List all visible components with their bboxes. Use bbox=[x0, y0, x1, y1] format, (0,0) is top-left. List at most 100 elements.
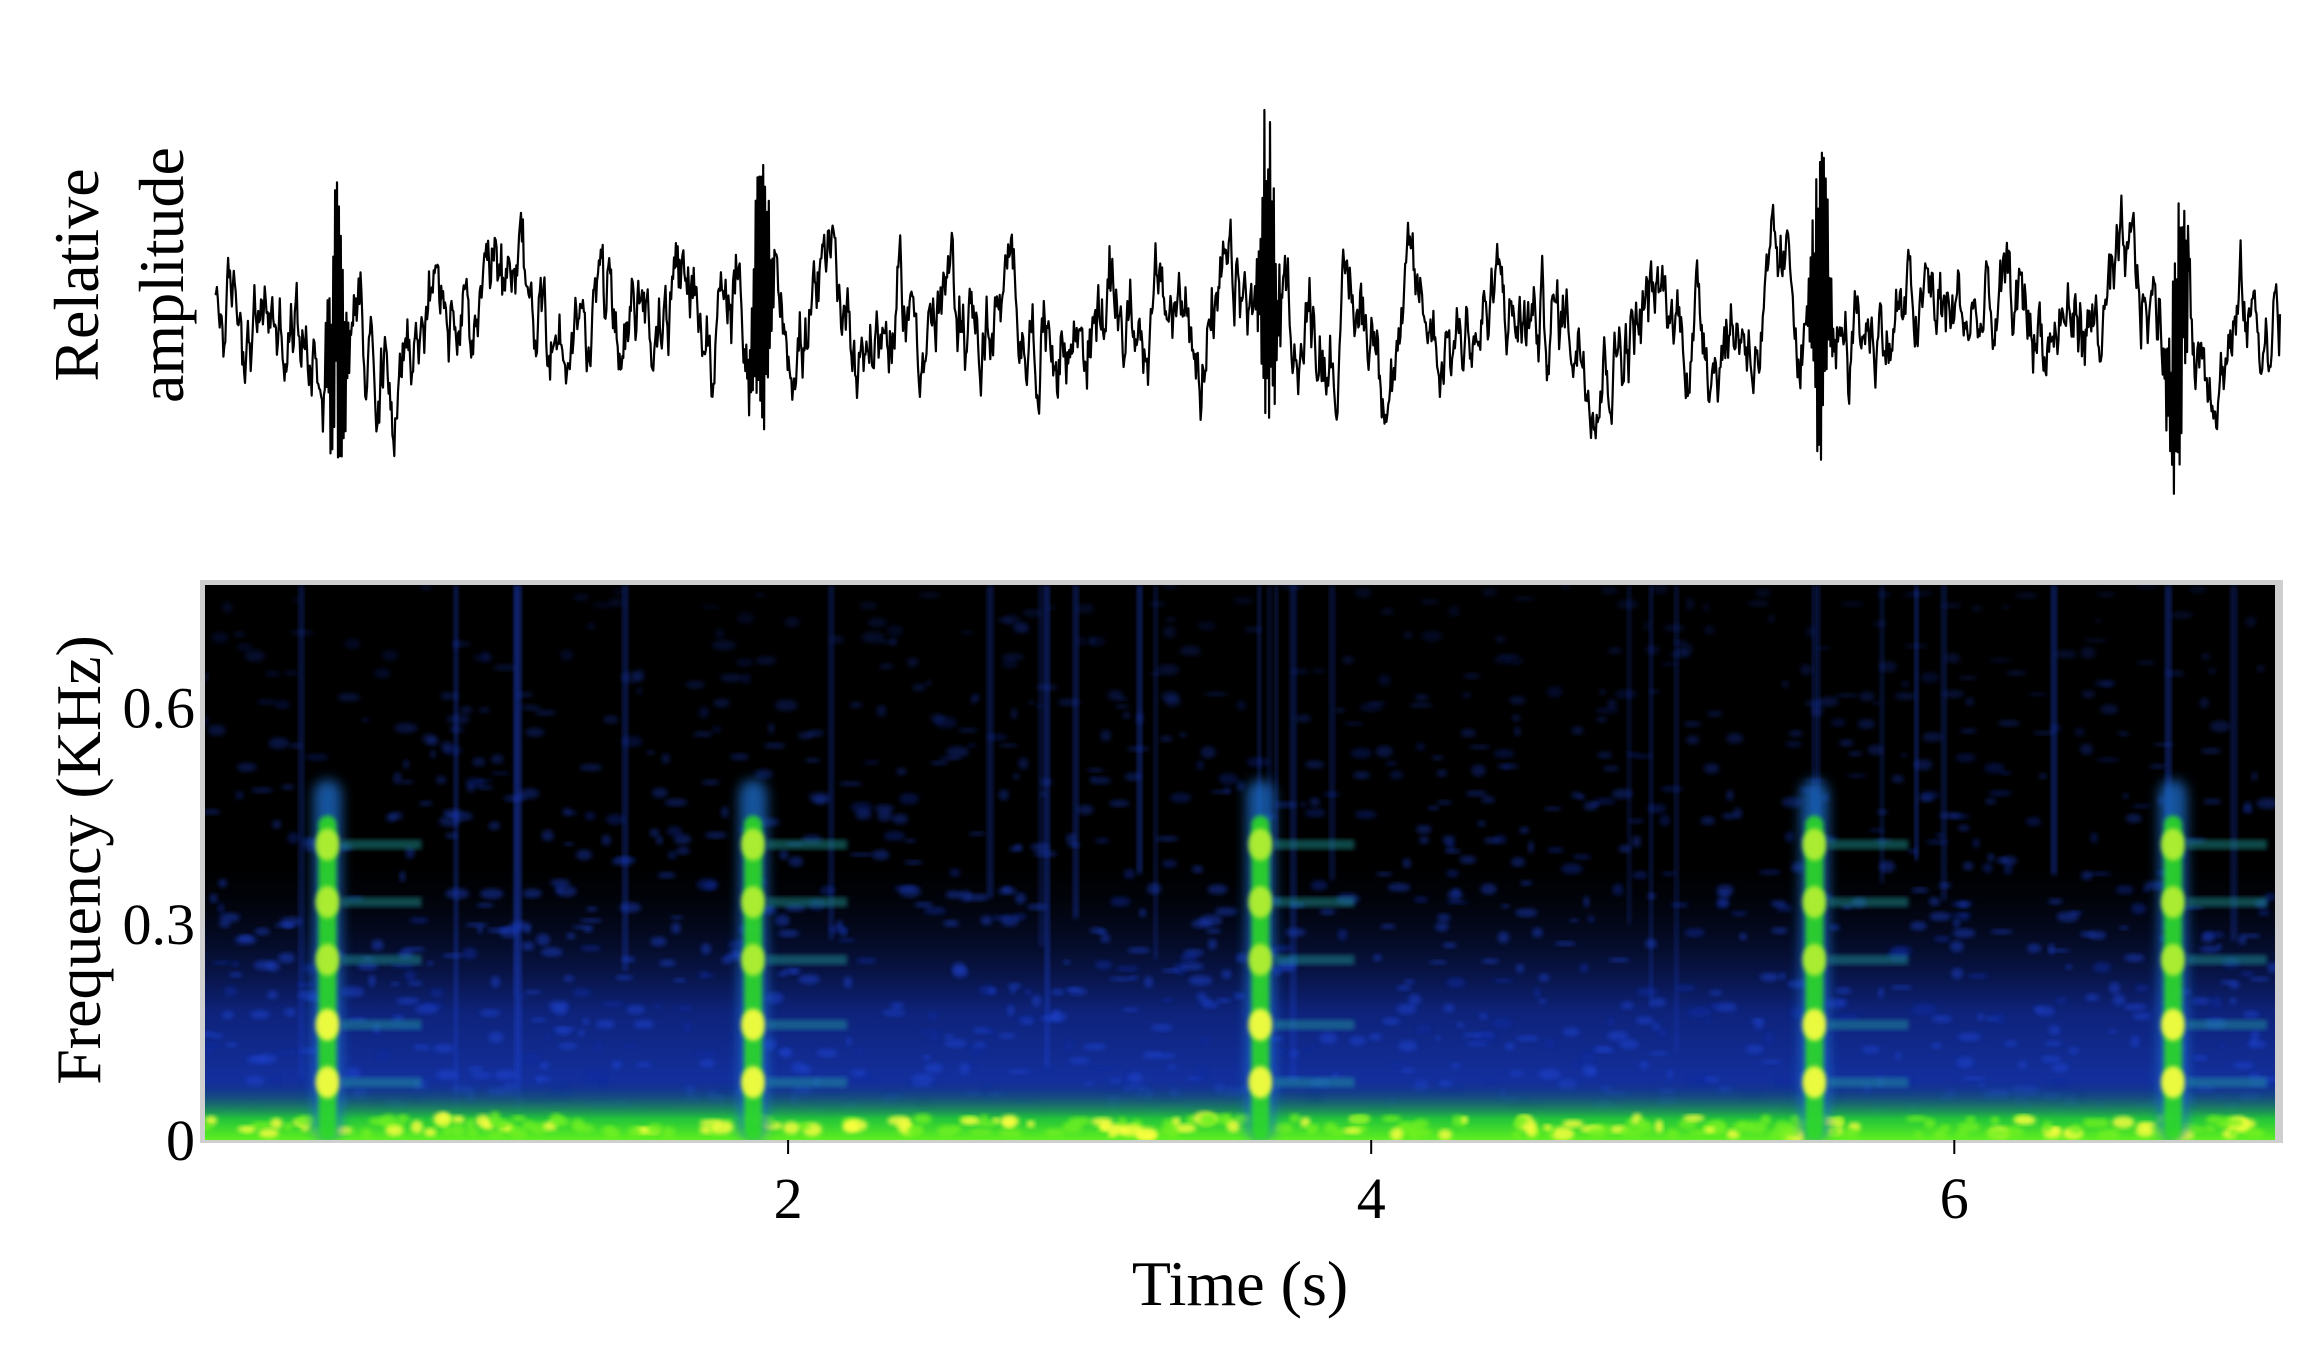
noise-speckle bbox=[399, 871, 406, 882]
call-harmonic-2-3 bbox=[741, 943, 766, 976]
noise-speckle bbox=[405, 846, 415, 859]
ground-speckle bbox=[250, 1121, 273, 1129]
noise-speckle bbox=[1957, 824, 1970, 832]
noise-speckle bbox=[2088, 871, 2112, 876]
ground-speckle bbox=[2043, 1121, 2052, 1132]
noise-speckle bbox=[1188, 975, 1213, 986]
noise-speckle bbox=[1835, 1013, 1860, 1022]
noise-speckle bbox=[2267, 962, 2275, 974]
noise-speckle bbox=[843, 976, 853, 989]
noise-speckle bbox=[2136, 585, 2158, 590]
noise-speckle bbox=[904, 838, 917, 843]
noise-speckle bbox=[1861, 1045, 1880, 1054]
noise-speckle bbox=[493, 664, 517, 671]
noise-speckle bbox=[615, 974, 633, 981]
noise-speckle bbox=[1867, 744, 1884, 756]
noise-speckle bbox=[558, 1042, 578, 1050]
noise-speckle bbox=[1420, 598, 1439, 605]
noise-speckle bbox=[1857, 719, 1876, 729]
noise-speckle bbox=[845, 1036, 852, 1047]
noise-speckle bbox=[1666, 1068, 1674, 1080]
ground-speckle bbox=[1542, 1124, 1552, 1131]
noise-speckle bbox=[1784, 831, 1794, 843]
noise-speckle bbox=[899, 793, 920, 805]
transient-streak bbox=[1329, 585, 1336, 881]
noise-speckle bbox=[1891, 774, 1904, 784]
call-tail-1-1 bbox=[341, 1077, 422, 1088]
noise-speckle bbox=[1982, 863, 1993, 873]
noise-speckle bbox=[973, 1027, 990, 1034]
x-tick-label: 4 bbox=[1357, 1166, 1386, 1231]
noise-speckle bbox=[1676, 984, 1696, 992]
noise-speckle bbox=[2108, 982, 2121, 994]
noise-speckle bbox=[944, 1034, 954, 1039]
ground-speckle bbox=[1957, 1122, 1981, 1132]
noise-speckle bbox=[2202, 798, 2222, 805]
noise-speckle bbox=[2088, 930, 2107, 940]
noise-speckle bbox=[1561, 863, 1583, 874]
noise-speckle bbox=[2100, 704, 2119, 715]
ground-speckle bbox=[1390, 1127, 1404, 1140]
ground-speckle bbox=[2013, 1115, 2037, 1125]
ground-speckle bbox=[1562, 1119, 1584, 1128]
noise-speckle bbox=[2084, 638, 2107, 643]
call-harmonic-2-4 bbox=[741, 886, 766, 919]
noise-speckle bbox=[440, 741, 453, 753]
noise-speckle bbox=[602, 1001, 625, 1007]
noise-speckle bbox=[491, 771, 510, 776]
noise-speckle bbox=[256, 699, 277, 705]
noise-speckle bbox=[980, 915, 993, 926]
noise-speckle bbox=[2256, 797, 2275, 809]
noise-speckle bbox=[1785, 740, 1803, 748]
noise-speckle bbox=[849, 701, 863, 709]
ground-speckle bbox=[205, 1115, 218, 1126]
noise-speckle bbox=[1191, 919, 1213, 929]
transient-streak bbox=[2050, 585, 2057, 875]
noise-speckle bbox=[1614, 689, 1638, 699]
noise-speckle bbox=[1703, 763, 1720, 774]
noise-speckle bbox=[1319, 908, 1336, 915]
call-harmonic-1-2 bbox=[315, 1008, 340, 1041]
noise-speckle bbox=[2025, 816, 2042, 827]
noise-speckle bbox=[1770, 900, 1787, 908]
noise-speckle bbox=[488, 821, 500, 831]
noise-speckle bbox=[1160, 691, 1180, 702]
noise-speckle bbox=[1901, 752, 1908, 758]
ground-speckle bbox=[258, 1128, 279, 1138]
call-harmonic-3-5 bbox=[1248, 828, 1273, 861]
noise-speckle bbox=[1919, 793, 1934, 803]
noise-speckle bbox=[1846, 773, 1867, 778]
noise-speckle bbox=[578, 1028, 585, 1037]
noise-speckle bbox=[854, 1048, 865, 1054]
noise-speckle bbox=[1835, 693, 1859, 698]
noise-speckle bbox=[1380, 923, 1396, 930]
noise-speckle bbox=[520, 704, 541, 711]
noise-speckle bbox=[1817, 696, 1840, 707]
noise-speckle bbox=[1990, 929, 2013, 935]
noise-speckle bbox=[1971, 605, 1982, 612]
noise-speckle bbox=[2027, 943, 2041, 953]
noise-speckle bbox=[698, 971, 710, 979]
noise-speckle bbox=[1480, 883, 1497, 895]
noise-speckle bbox=[1999, 770, 2012, 776]
noise-speckle bbox=[1933, 935, 1951, 943]
noise-speckle bbox=[1965, 697, 1975, 706]
noise-speckle bbox=[998, 1033, 1016, 1039]
noise-speckle bbox=[209, 893, 218, 904]
ground-speckle bbox=[1044, 1128, 1066, 1138]
noise-speckle bbox=[344, 638, 361, 650]
noise-speckle bbox=[2229, 997, 2237, 1005]
noise-speckle bbox=[217, 903, 225, 913]
ground-speckle bbox=[385, 1125, 404, 1137]
noise-speckle bbox=[2191, 997, 2212, 1005]
noise-speckle bbox=[861, 631, 885, 643]
noise-speckle bbox=[2002, 605, 2010, 610]
noise-speckle bbox=[1063, 959, 1071, 965]
noise-speckle bbox=[1745, 1044, 1764, 1054]
ground-speckle bbox=[450, 1123, 466, 1137]
noise-speckle bbox=[1593, 797, 1616, 805]
noise-speckle bbox=[556, 885, 577, 897]
ground-speckle bbox=[2049, 1126, 2061, 1134]
noise-speckle bbox=[1469, 744, 1491, 750]
noise-speckle bbox=[1573, 1060, 1581, 1069]
